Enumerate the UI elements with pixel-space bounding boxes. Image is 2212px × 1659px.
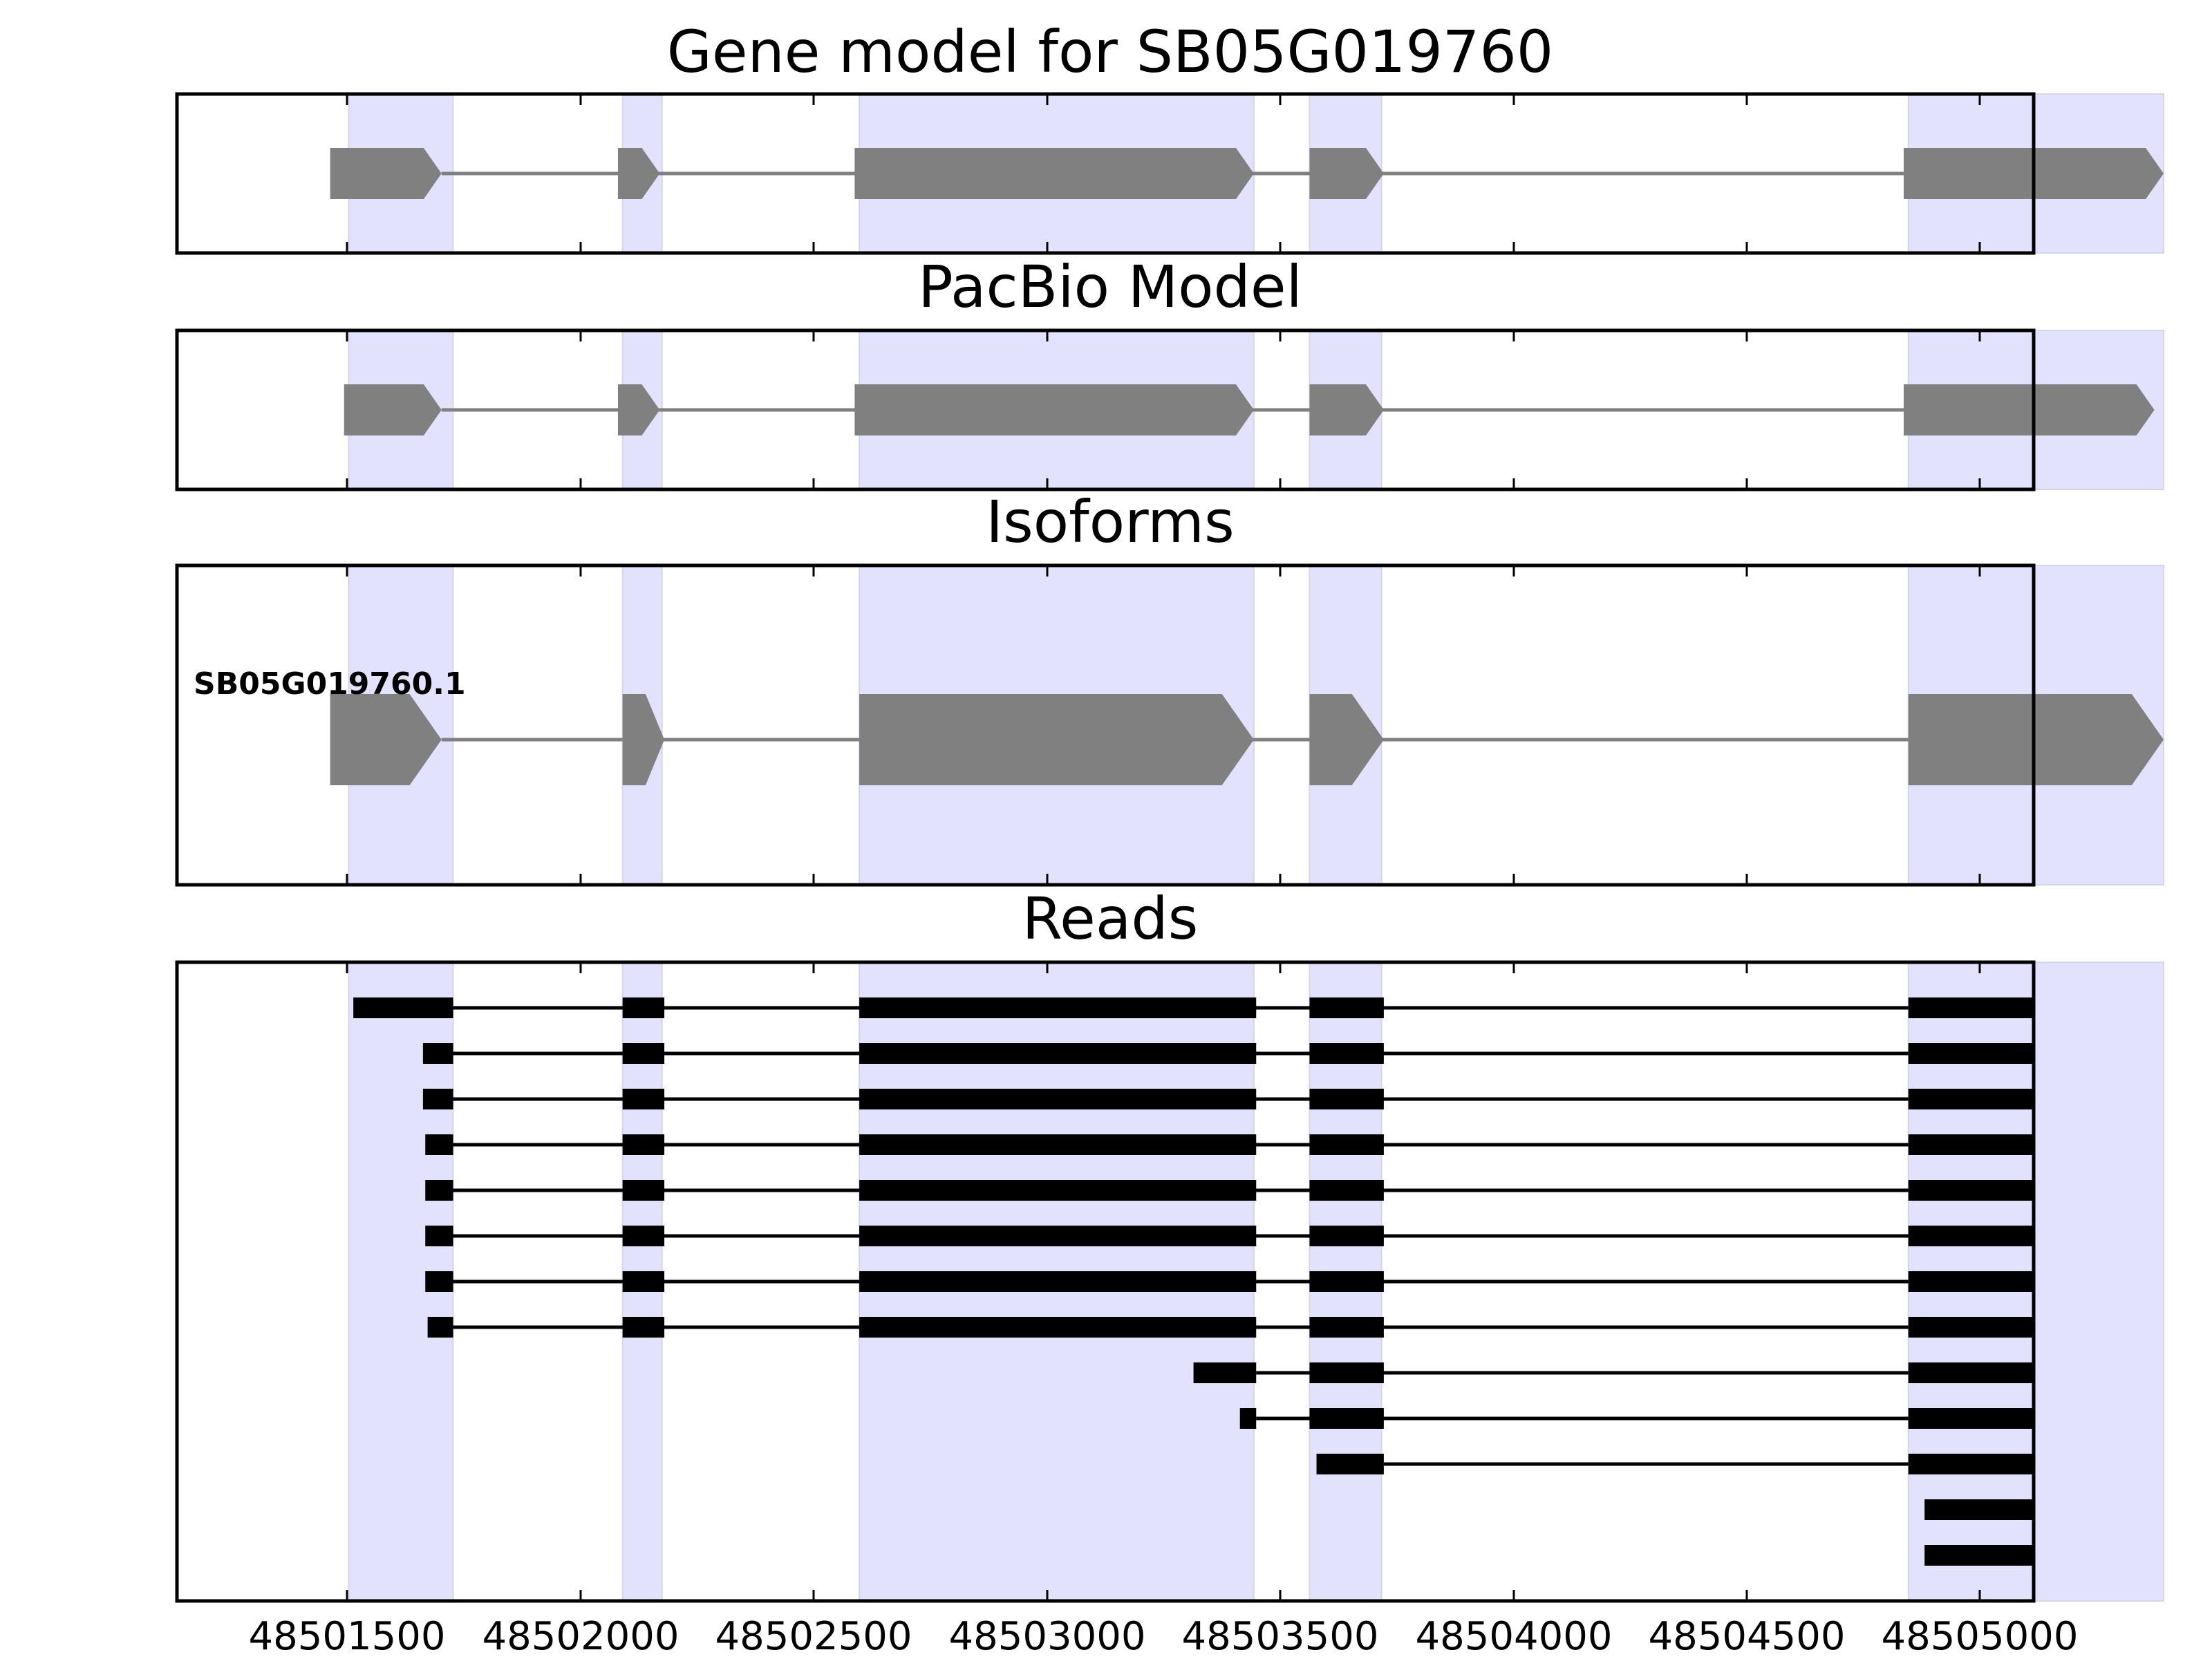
x-tick-label: 48502000: [482, 1614, 679, 1659]
x-axis-tick-labels: 48501500 48502000 48502500 48503000 4850…: [248, 1614, 2078, 1659]
exon-block: [1908, 694, 2164, 785]
read-block: [425, 1226, 453, 1246]
panel-title-reads: Reads: [1022, 885, 1199, 953]
read-block: [622, 1226, 665, 1246]
read-block: [425, 1134, 453, 1155]
read-block: [1908, 1454, 2034, 1474]
read-block: [425, 1180, 453, 1201]
read-block: [1309, 1043, 1384, 1064]
panel-frame: [175, 563, 2036, 887]
read-block: [859, 1089, 1257, 1109]
read-block: [859, 997, 1257, 1018]
exon-block: [617, 148, 660, 199]
read-block: [1908, 1408, 2034, 1429]
read-block: [422, 1043, 453, 1064]
isoforms-panel: [175, 563, 2165, 887]
exon-block: [330, 694, 442, 785]
read-block: [422, 1089, 453, 1109]
read-block: [859, 1317, 1257, 1338]
x-tick-label: 48503000: [948, 1614, 1145, 1659]
gene-model-panel: [175, 92, 2165, 255]
x-tick-label: 48501500: [248, 1614, 445, 1659]
exon-block: [1903, 384, 2155, 435]
exon-block: [854, 148, 1254, 199]
read-block: [1924, 1499, 2034, 1520]
read-block: [859, 1180, 1257, 1201]
read-block: [1193, 1362, 1257, 1383]
panel-frame: [175, 328, 2036, 491]
read-block: [1309, 1271, 1384, 1292]
read-block: [1309, 1317, 1384, 1338]
read-block: [1924, 1545, 2034, 1566]
x-tick-label: 48502500: [715, 1614, 912, 1659]
read-block: [1908, 1134, 2034, 1155]
panel-frame: [175, 960, 2036, 1603]
x-tick-label: 48503500: [1181, 1614, 1378, 1659]
read-block: [1239, 1408, 1257, 1429]
panel-title-gene-model: Gene model for SB05G019760: [667, 18, 1553, 86]
read-block: [859, 1271, 1257, 1292]
read-block: [1908, 1089, 2034, 1109]
read-block: [1908, 997, 2034, 1018]
read-block: [1908, 1362, 2034, 1383]
read-block: [1309, 1408, 1384, 1429]
exon-block: [1309, 148, 1384, 199]
read-block: [1908, 1317, 2034, 1338]
panel-title-pacbio-model: PacBio Model: [918, 253, 1302, 321]
panel-title-isoforms: Isoforms: [986, 488, 1235, 556]
read-block: [622, 1043, 665, 1064]
x-tick-label: 48505000: [1881, 1614, 2078, 1659]
exon-block: [859, 694, 1254, 785]
read-block: [622, 1180, 665, 1201]
read-block: [1908, 1226, 2034, 1246]
read-block: [622, 1089, 665, 1109]
read-block: [1316, 1454, 1384, 1474]
exon-block: [622, 694, 665, 785]
exon-block: [1309, 694, 1384, 785]
read-block: [427, 1317, 453, 1338]
exon-block: [854, 384, 1254, 435]
isoform-label: SB05G019760.1: [194, 666, 466, 702]
read-block: [425, 1271, 453, 1292]
read-block: [1908, 1180, 2034, 1201]
exon-block: [344, 384, 442, 435]
read-block: [1309, 1226, 1384, 1246]
read-block: [1908, 1271, 2034, 1292]
read-block: [1908, 1043, 2034, 1064]
panel-frame: [175, 92, 2036, 255]
read-block: [622, 1317, 665, 1338]
read-block: [1309, 1180, 1384, 1201]
x-tick-label: 48504500: [1648, 1614, 1845, 1659]
read-block: [622, 1134, 665, 1155]
read-block: [1309, 1134, 1384, 1155]
read-block: [859, 1134, 1257, 1155]
read-block: [1309, 1089, 1384, 1109]
read-block: [1309, 1362, 1384, 1383]
exon-block: [330, 148, 442, 199]
read-block: [622, 1271, 665, 1292]
exon-block: [1309, 384, 1384, 435]
read-block: [622, 997, 665, 1018]
x-tick-label: 48504000: [1415, 1614, 1612, 1659]
read-block: [1309, 997, 1384, 1018]
read-block: [353, 997, 453, 1018]
exon-block: [617, 384, 660, 435]
pacbio-model-panel: [175, 328, 2165, 491]
read-block: [859, 1226, 1257, 1246]
reads-panel: [175, 960, 2165, 1603]
read-block: [859, 1043, 1257, 1064]
